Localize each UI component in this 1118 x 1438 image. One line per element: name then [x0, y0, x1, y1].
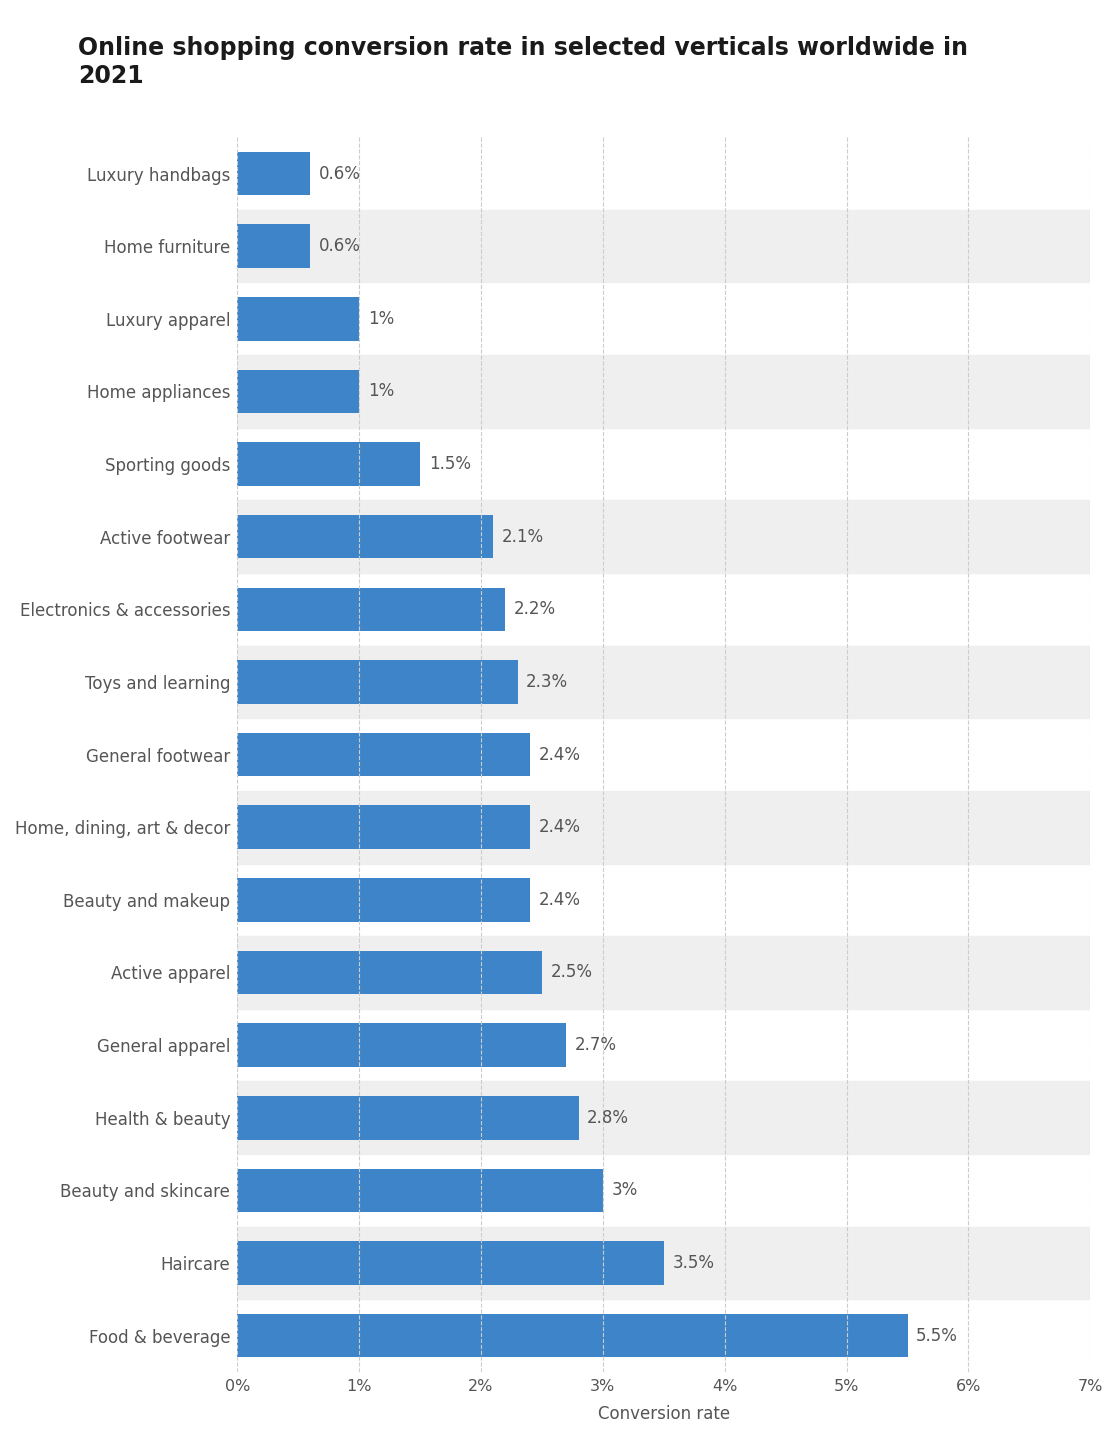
Bar	[237, 805, 530, 848]
Bar	[237, 298, 359, 341]
Text: 2.4%: 2.4%	[538, 892, 580, 909]
Text: 2.4%: 2.4%	[538, 818, 580, 837]
Bar	[237, 646, 1090, 718]
Bar	[237, 1024, 567, 1067]
Bar	[237, 1241, 664, 1284]
Text: 1.5%: 1.5%	[428, 454, 471, 473]
Bar	[237, 1081, 1090, 1155]
Bar	[237, 879, 530, 922]
Bar	[237, 936, 1090, 1009]
Text: 5.5%: 5.5%	[916, 1327, 958, 1345]
Bar	[237, 951, 542, 994]
Bar	[237, 588, 505, 631]
Bar	[237, 1169, 603, 1212]
Bar	[237, 152, 311, 196]
Bar	[237, 1314, 908, 1357]
Text: 3.5%: 3.5%	[672, 1254, 714, 1273]
Bar	[237, 355, 1090, 427]
Bar	[237, 1096, 578, 1139]
Bar	[237, 210, 1090, 282]
Text: 1%: 1%	[368, 383, 394, 400]
Text: 1%: 1%	[368, 309, 394, 328]
Bar	[237, 1227, 1090, 1300]
Text: 2.1%: 2.1%	[502, 528, 543, 545]
X-axis label: Conversion rate: Conversion rate	[598, 1405, 730, 1424]
Text: 0.6%: 0.6%	[319, 237, 361, 255]
Text: 2.3%: 2.3%	[527, 673, 568, 690]
Bar	[237, 791, 1090, 864]
Text: 2.7%: 2.7%	[575, 1037, 617, 1054]
Text: 0.6%: 0.6%	[319, 164, 361, 183]
Bar	[237, 515, 493, 558]
Bar	[237, 443, 420, 486]
Text: 2.5%: 2.5%	[550, 963, 593, 982]
Bar	[237, 370, 359, 413]
Bar	[237, 224, 311, 267]
Text: 2.2%: 2.2%	[514, 600, 556, 618]
Text: 3%: 3%	[612, 1182, 637, 1199]
Text: Online shopping conversion rate in selected verticals worldwide in
2021: Online shopping conversion rate in selec…	[78, 36, 968, 88]
Bar	[237, 660, 518, 703]
Bar	[237, 500, 1090, 572]
Text: 2.4%: 2.4%	[538, 745, 580, 764]
Bar	[237, 733, 530, 777]
Text: 2.8%: 2.8%	[587, 1109, 629, 1127]
